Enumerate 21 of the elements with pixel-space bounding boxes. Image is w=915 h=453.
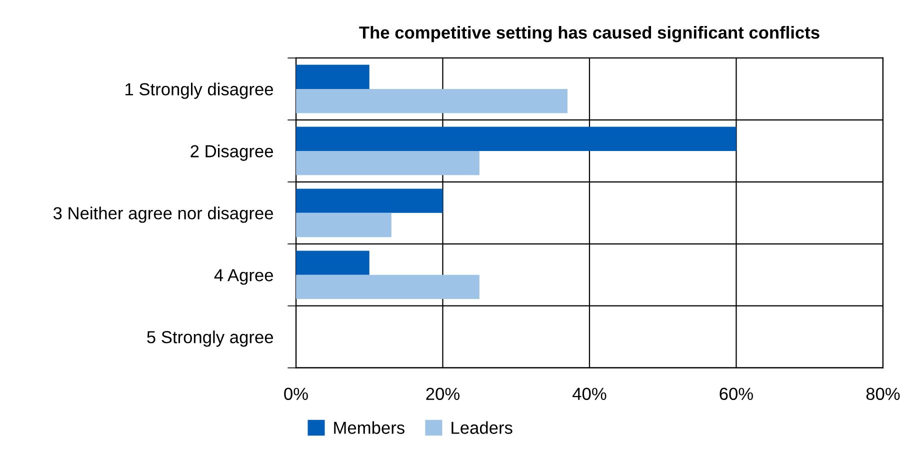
bar xyxy=(296,188,443,213)
legend-label: Members xyxy=(334,421,404,434)
bar xyxy=(296,274,480,300)
y-tick-label: 1 Strongly disagree xyxy=(126,82,274,99)
y-tick-label: 3 Neither agree nor disagree xyxy=(53,206,274,223)
bar xyxy=(296,126,736,151)
x-tick-label: 0% xyxy=(284,388,308,400)
legend-label: Leaders xyxy=(452,421,512,434)
x-tick-label: 40% xyxy=(572,388,606,400)
bar xyxy=(296,88,568,114)
y-tick-label: 5 Strongly agree xyxy=(147,330,274,347)
bar xyxy=(296,250,370,275)
y-tick-label: 4 Agree xyxy=(214,269,274,285)
bar xyxy=(296,212,392,238)
chart-title: The competitive setting has caused significant conflicts xyxy=(359,26,820,42)
y-tick-label: 2 Disagree xyxy=(190,144,274,161)
bar xyxy=(296,150,480,176)
x-tick-label: 60% xyxy=(720,388,753,400)
bar xyxy=(296,64,370,89)
x-tick-label: 80% xyxy=(866,388,900,400)
x-tick-label: 20% xyxy=(426,388,460,400)
